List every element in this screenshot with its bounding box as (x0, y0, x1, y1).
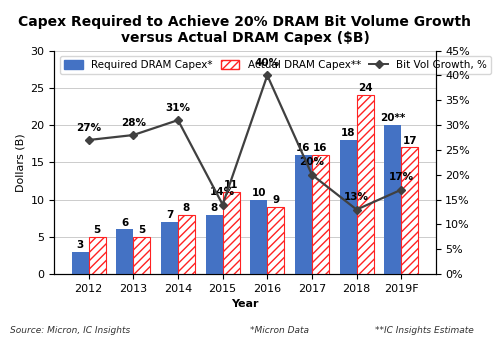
Bar (340, 140, 356, 274)
Bar (116, 230, 134, 274)
Text: 10: 10 (252, 188, 266, 198)
Text: 20%: 20% (300, 157, 324, 167)
Y-axis label: Dollars (B): Dollars (B) (15, 133, 25, 192)
Text: 27%: 27% (76, 123, 102, 132)
Text: 8: 8 (183, 203, 190, 213)
Bar (384, 125, 401, 274)
Text: 16: 16 (296, 143, 310, 153)
Text: 31%: 31% (166, 103, 190, 113)
Title: Capex Required to Achieve 20% DRAM Bit Volume Growth
versus Actual DRAM Capex ($: Capex Required to Achieve 20% DRAM Bit V… (18, 15, 471, 45)
Bar (268, 207, 284, 274)
Text: Source: Micron, IC Insights: Source: Micron, IC Insights (10, 325, 130, 335)
Text: **IC Insights Estimate: **IC Insights Estimate (375, 325, 474, 335)
Bar (72, 252, 88, 274)
Text: *Micron Data: *Micron Data (250, 325, 309, 335)
Bar (250, 200, 268, 274)
Text: 24: 24 (358, 83, 372, 93)
Text: 28%: 28% (121, 118, 146, 127)
Bar (161, 222, 178, 274)
Text: 17%: 17% (388, 172, 414, 182)
Bar (134, 237, 150, 274)
Text: 20**: 20** (380, 113, 406, 123)
Text: 9: 9 (272, 195, 280, 205)
Text: 7: 7 (166, 210, 173, 220)
Text: 16: 16 (313, 143, 328, 153)
Bar (401, 147, 418, 274)
X-axis label: Year: Year (231, 299, 258, 310)
Text: 11: 11 (224, 180, 238, 190)
Bar (206, 215, 222, 274)
Text: 14%: 14% (210, 187, 235, 197)
Text: 18: 18 (341, 128, 355, 138)
Legend: Required DRAM Capex*, Actual DRAM Capex**, Bit Vol Growth, %: Required DRAM Capex*, Actual DRAM Capex*… (60, 56, 492, 74)
Bar (295, 155, 312, 274)
Bar (178, 215, 195, 274)
Text: 8: 8 (210, 203, 218, 213)
Text: 40%: 40% (254, 58, 280, 68)
Bar (356, 95, 374, 274)
Text: 3: 3 (76, 240, 84, 250)
Bar (312, 155, 329, 274)
Text: 6: 6 (121, 218, 128, 227)
Text: 13%: 13% (344, 192, 369, 202)
Bar (222, 192, 240, 274)
Text: 17: 17 (402, 136, 417, 146)
Bar (88, 237, 106, 274)
Text: 5: 5 (94, 225, 101, 235)
Text: 5: 5 (138, 225, 145, 235)
